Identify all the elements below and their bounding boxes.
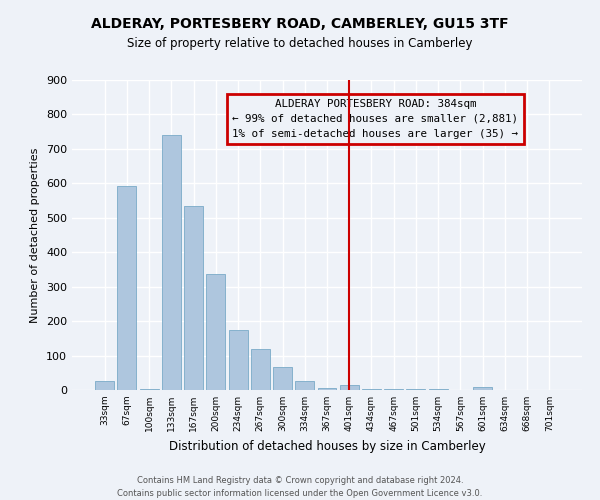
- Text: ALDERAY PORTESBERY ROAD: 384sqm
← 99% of detached houses are smaller (2,881)
1% : ALDERAY PORTESBERY ROAD: 384sqm ← 99% of…: [232, 99, 518, 138]
- Bar: [184, 206, 203, 390]
- Y-axis label: Number of detached properties: Number of detached properties: [31, 148, 40, 322]
- Bar: [229, 330, 248, 390]
- Bar: [340, 385, 359, 390]
- Bar: [384, 389, 403, 390]
- Bar: [362, 389, 381, 390]
- Text: Contains HM Land Registry data © Crown copyright and database right 2024.
Contai: Contains HM Land Registry data © Crown c…: [118, 476, 482, 498]
- Bar: [473, 387, 492, 390]
- Bar: [206, 274, 225, 390]
- Text: ALDERAY, PORTESBERY ROAD, CAMBERLEY, GU15 3TF: ALDERAY, PORTESBERY ROAD, CAMBERLEY, GU1…: [91, 18, 509, 32]
- Bar: [251, 348, 270, 390]
- Bar: [140, 389, 158, 390]
- Bar: [295, 382, 314, 390]
- Bar: [95, 380, 114, 390]
- Bar: [118, 186, 136, 390]
- Text: Size of property relative to detached houses in Camberley: Size of property relative to detached ho…: [127, 38, 473, 51]
- Bar: [317, 388, 337, 390]
- Bar: [273, 367, 292, 390]
- Bar: [162, 135, 181, 390]
- X-axis label: Distribution of detached houses by size in Camberley: Distribution of detached houses by size …: [169, 440, 485, 452]
